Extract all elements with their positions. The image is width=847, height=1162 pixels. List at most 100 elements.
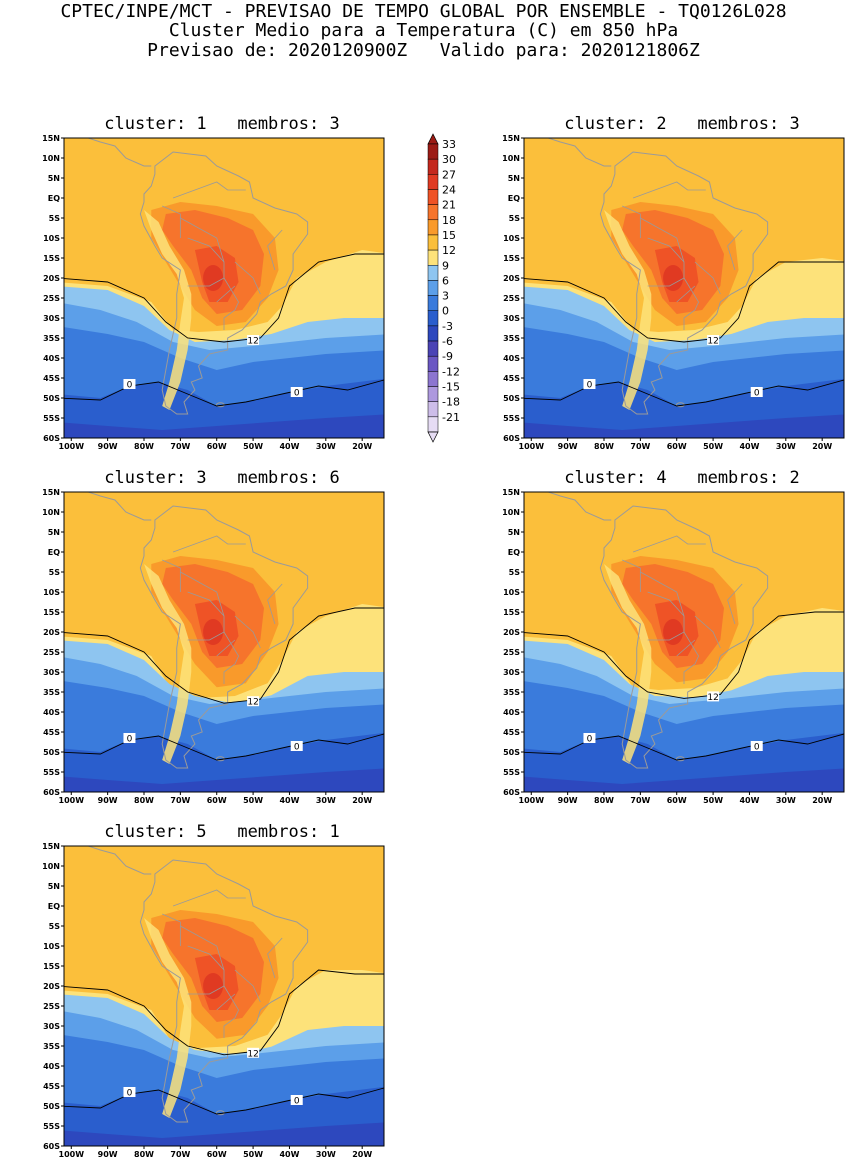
country-border [267,583,283,625]
map-layers: 12 0 0 15N 10N 5N EQ 5S 10S 15S 20S 25S 30S 35S 40S 45S… [42,842,385,1159]
lon-label: 30W [776,442,796,451]
lat-label: 40S [43,1062,60,1071]
legend-swatch [427,340,439,357]
legend-label: -3 [442,320,453,333]
lat-label: 10S [43,942,60,951]
country-border [223,631,239,684]
lat-label: 15S [43,608,60,617]
andes-zone [144,564,192,764]
lat-label: 5N [48,174,60,183]
lat-label: 15S [503,254,520,263]
lon-label: 80W [594,442,614,451]
lon-label: 20W [352,442,372,451]
country-border [647,591,685,617]
contour-12 [64,253,384,343]
zone-minus3c [64,414,384,438]
lon-label: 30W [316,796,336,805]
legend-swatch [427,386,439,402]
lon-label: 60W [667,796,687,805]
lat-label: EQ [48,548,60,557]
lat-label: 60S [43,788,60,797]
country-border [683,631,699,684]
legend-swatch [427,219,439,236]
lon-label: 100W [59,442,85,451]
lat-label: 5S [509,568,521,577]
legend-swatch [427,401,439,418]
country-border [683,277,699,330]
contour-0 [64,733,384,761]
lat-label: EQ [508,548,520,557]
lat-label: 5N [48,882,60,891]
contour-label-0: 0 [290,1095,303,1107]
country-border [640,217,685,287]
panel-title-5: cluster: 5 membros: 1 [104,822,340,842]
lat-label: 10N [42,154,60,163]
lat-label: 35S [43,688,60,697]
contour-label-0: 0 [123,379,136,391]
contour-label-0: 0 [123,1087,136,1099]
coastline [599,151,769,415]
zone-27c [203,973,224,999]
country-border [676,639,696,657]
lon-label: 80W [594,796,614,805]
legend-swatch [427,143,439,160]
legend-swatch [427,158,439,175]
lat-label: 30S [43,1022,60,1031]
lon-label: 70W [170,796,190,805]
country-border [216,285,236,303]
lat-label: 30S [43,668,60,677]
lon-label: 20W [352,1150,372,1159]
svg-text:0: 0 [294,743,300,753]
lon-label: 90W [98,442,118,451]
legend-swatch [427,371,439,387]
lat-label: 15S [503,608,520,617]
legend-label: 24 [442,183,456,196]
lon-label: 80W [134,1150,154,1159]
svg-text:0: 0 [587,735,593,745]
zone-minus3c [64,768,384,792]
header-line-1: CPTEC/INPE/MCT - PREVISAO DE TEMPO GLOBA… [60,1,787,22]
panel-title-4: cluster: 4 membros: 2 [564,468,800,488]
legend-swatch [427,249,439,266]
lat-label: 35S [503,688,520,697]
svg-text:12: 12 [707,693,718,703]
lat-label: 45S [43,728,60,737]
legend-label: -18 [442,396,460,409]
contour-0 [64,379,384,407]
zone-27c [203,619,224,645]
lat-label: 55S [43,768,60,777]
zone-27c [663,619,684,645]
country-border [267,229,283,271]
lon-label: 50W [243,796,263,805]
lat-label: 25S [43,294,60,303]
plot-frame [523,491,845,793]
svg-text:0: 0 [127,1089,133,1099]
country-border [694,261,721,295]
lat-label: 5N [508,528,520,537]
contour-12 [64,969,384,1056]
legend-swatch [427,189,439,205]
country-border [162,913,181,946]
legend-label: -12 [442,365,460,378]
lat-label: 40S [43,354,60,363]
lat-label: 45S [503,374,520,383]
lon-label: 90W [558,442,578,451]
legend-label: 3 [442,290,449,303]
lat-label: 10N [42,508,60,517]
svg-text:0: 0 [754,743,760,753]
lat-label: 5N [508,174,520,183]
lat-label: 40S [503,354,520,363]
legend-label: 6 [442,274,449,287]
country-border [216,993,236,1011]
contour-label-0: 0 [290,741,303,753]
contour-12 [64,607,384,704]
lat-label: 35S [43,334,60,343]
lat-label: 25S [503,294,520,303]
lat-label: 55S [503,768,520,777]
plot-frame [63,137,385,439]
map-panel-cluster-4: 12 0 0 15N 10N 5N EQ 5S 10S 15S 20S 25S 30S 35S 40S 45S… [502,488,845,805]
svg-text:0: 0 [294,389,300,399]
legend-label: 21 [442,199,456,212]
legend-label: 33 [442,138,456,151]
coastline [139,505,309,769]
